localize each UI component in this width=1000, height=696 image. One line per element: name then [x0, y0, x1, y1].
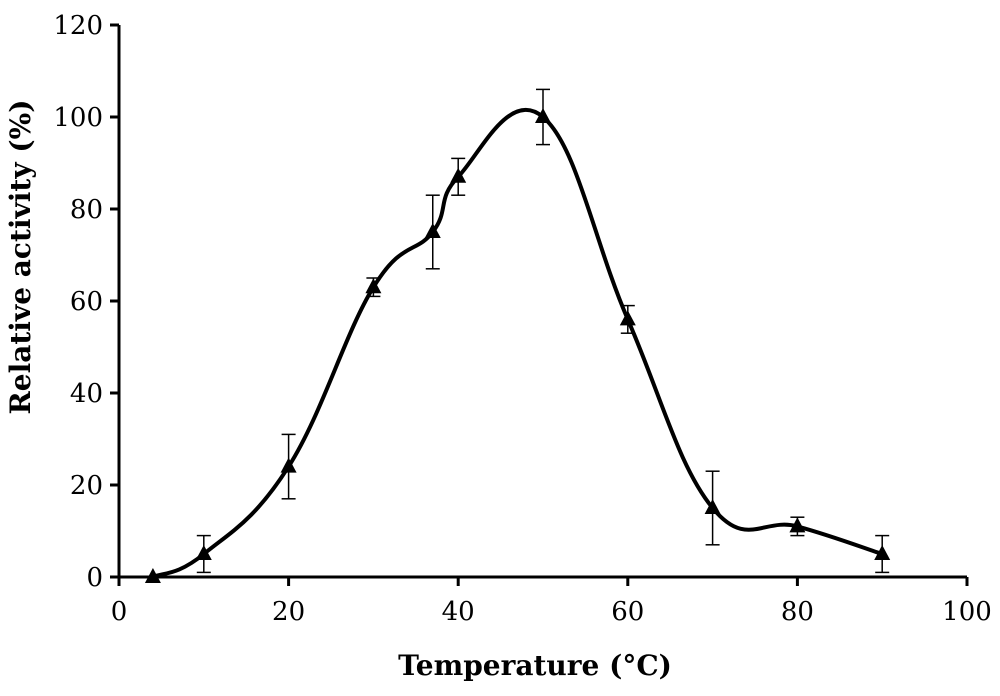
- data-point-marker: [365, 278, 382, 294]
- tick-labels: 0 20 40 60 80 100 120 0 20 40 60 80 100: [53, 11, 991, 627]
- data-point-marker: [619, 310, 636, 326]
- data-point-marker: [144, 568, 161, 583]
- data-point-marker: [874, 545, 891, 560]
- x-tick-label: 40: [442, 597, 475, 627]
- x-tick-label: 80: [781, 597, 814, 627]
- x-axis-title: Temperature (°C): [398, 649, 672, 682]
- error-bars: [196, 88, 890, 574]
- data-point-marker: [280, 457, 297, 473]
- y-tick-label: 20: [70, 471, 103, 501]
- y-tick-label: 60: [70, 287, 103, 317]
- activity-curve: [152, 108, 883, 579]
- data-point-marker: [450, 167, 467, 183]
- y-tick-label: 120: [53, 11, 103, 41]
- ticks: [110, 23, 969, 586]
- data-point-marker: [535, 108, 551, 123]
- y-tick-label: 0: [86, 563, 103, 593]
- data-point-marker: [704, 499, 721, 514]
- data-point-marker: [789, 517, 806, 533]
- x-tick-label: 100: [942, 597, 992, 627]
- y-tick-label: 40: [70, 379, 103, 409]
- data-point-marker: [424, 223, 441, 238]
- y-axis-title: Relative activity (%): [4, 100, 37, 415]
- x-tick-label: 60: [611, 597, 644, 627]
- y-tick-label: 100: [53, 103, 103, 133]
- y-tick-label: 80: [70, 195, 103, 225]
- data-markers: [144, 108, 891, 583]
- x-tick-label: 0: [111, 597, 128, 627]
- data-point-marker: [195, 545, 212, 560]
- x-tick-label: 20: [272, 597, 305, 627]
